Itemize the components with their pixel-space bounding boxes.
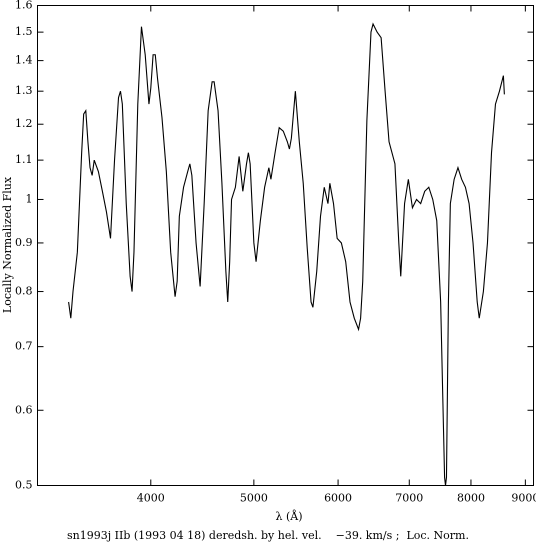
- y-tick-label: 1.6: [15, 0, 33, 12]
- y-tick-label: 0.9: [15, 236, 33, 249]
- spectrum-line: [68, 22, 505, 486]
- x-tick-label: 4000: [137, 492, 165, 505]
- x-tick-label: 7000: [395, 492, 423, 505]
- x-axis-label: λ (Å): [276, 509, 303, 523]
- y-tick-label: 1.1: [15, 153, 33, 166]
- y-tick-label: 0.5: [15, 479, 33, 492]
- y-tick-label: 0.7: [15, 340, 33, 353]
- y-tick-label: 1.3: [15, 84, 33, 97]
- y-tick-label: 1.2: [15, 117, 33, 130]
- x-tick-label: 6000: [324, 492, 352, 505]
- y-tick-label: 1.4: [15, 54, 33, 67]
- x-tick-label: 8000: [457, 492, 485, 505]
- y-tick-label: 1: [26, 192, 33, 205]
- x-tick-label: 9000: [511, 492, 536, 505]
- x-tick-label: 5000: [240, 492, 268, 505]
- plot-frame: [37, 5, 534, 486]
- y-tick-label: 0.8: [15, 285, 33, 298]
- y-tick-label: 1.5: [15, 25, 33, 38]
- y-tick-label: 0.6: [15, 403, 33, 416]
- caption: sn1993j IIb (1993 04 18) deredsh. by hel…: [67, 529, 469, 542]
- y-axis-label: Locally Normalized Flux: [1, 176, 14, 313]
